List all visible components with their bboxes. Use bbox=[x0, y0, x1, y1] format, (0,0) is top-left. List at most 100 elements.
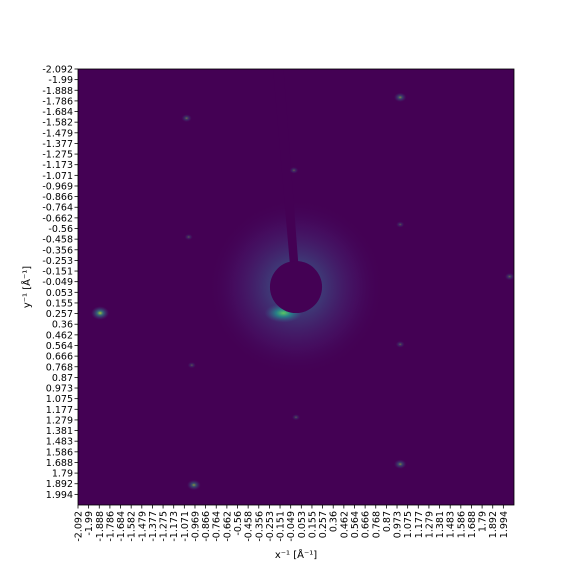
y-tick-label: -0.56 bbox=[48, 224, 73, 235]
y-tick-label: -1.99 bbox=[48, 75, 73, 86]
x-axis-label: x⁻¹ [Å⁻¹] bbox=[275, 548, 317, 561]
diffraction-peak bbox=[394, 93, 406, 102]
y-tick-label: 1.688 bbox=[46, 458, 73, 469]
y-tick-label: -0.458 bbox=[42, 235, 73, 246]
x-tick-label: -1.479 bbox=[137, 511, 148, 542]
y-tick-label: 0.87 bbox=[52, 373, 73, 384]
y-tick-label: -1.173 bbox=[42, 160, 73, 171]
y-tick-label: -1.684 bbox=[42, 107, 73, 118]
y-tick-label: 1.279 bbox=[46, 415, 73, 426]
diffraction-peak bbox=[505, 273, 514, 280]
y-tick-label: 1.381 bbox=[46, 426, 73, 437]
y-tick-label: -0.356 bbox=[42, 245, 73, 256]
x-tick-label: -1.275 bbox=[159, 511, 170, 542]
y-tick-label: 1.483 bbox=[46, 437, 73, 448]
y-tick-label: -1.786 bbox=[42, 96, 73, 107]
y-tick-label: 0.564 bbox=[46, 341, 73, 352]
diffraction-peak bbox=[91, 306, 109, 319]
x-tick-label: 0.564 bbox=[350, 511, 361, 538]
y-tick-label: 0.155 bbox=[46, 298, 73, 309]
x-tick-label: 1.177 bbox=[414, 511, 425, 538]
x-tick-label: 1.79 bbox=[478, 511, 489, 532]
x-tick-label: 0.36 bbox=[329, 511, 340, 532]
x-tick-label: 1.892 bbox=[488, 511, 499, 538]
diffraction-peak bbox=[188, 362, 196, 368]
x-tick-label: 0.462 bbox=[339, 511, 350, 538]
diffraction-peak bbox=[185, 234, 193, 240]
y-tick-label: 0.973 bbox=[46, 384, 73, 395]
diffraction-peak bbox=[181, 114, 191, 122]
y-tick-label: 1.79 bbox=[52, 469, 73, 480]
y-tick-label: -1.888 bbox=[42, 86, 73, 97]
x-tick-label: 1.483 bbox=[446, 511, 457, 538]
diffraction-peak bbox=[290, 167, 299, 174]
x-tick-label: -0.458 bbox=[244, 511, 255, 542]
beamstop-disc bbox=[270, 261, 322, 313]
y-tick-label: 1.075 bbox=[46, 394, 73, 405]
x-tick-label: 0.768 bbox=[371, 511, 382, 538]
y-axis: -2.092-1.99-1.888-1.786-1.684-1.582-1.47… bbox=[42, 65, 78, 501]
y-tick-label: -1.582 bbox=[42, 118, 73, 129]
y-tick-label: -0.764 bbox=[42, 203, 73, 214]
x-tick-label: -1.173 bbox=[169, 511, 180, 542]
x-tick-label: -1.377 bbox=[148, 511, 159, 542]
x-tick-label: -0.253 bbox=[265, 511, 276, 542]
y-tick-label: 1.586 bbox=[46, 447, 73, 458]
y-tick-label: 0.768 bbox=[46, 362, 73, 373]
x-tick-label: -2.092 bbox=[74, 511, 85, 542]
plot-area bbox=[78, 69, 514, 505]
x-tick-label: -0.764 bbox=[212, 511, 223, 542]
y-tick-label: -1.275 bbox=[42, 150, 73, 161]
x-tick-label: -0.969 bbox=[190, 511, 201, 542]
y-tick-label: -0.151 bbox=[42, 267, 73, 278]
y-tick-label: -1.071 bbox=[42, 171, 73, 182]
x-tick-label: -1.99 bbox=[84, 511, 95, 536]
diffraction-peak bbox=[292, 414, 300, 420]
x-tick-label: 1.279 bbox=[424, 511, 435, 538]
x-tick-label: 1.688 bbox=[467, 511, 478, 538]
y-tick-label: 1.177 bbox=[46, 405, 73, 416]
y-tick-label: 1.892 bbox=[46, 479, 73, 490]
diffraction-peak bbox=[187, 480, 201, 490]
x-tick-label: 0.155 bbox=[307, 511, 318, 538]
y-tick-label: 0.36 bbox=[52, 320, 73, 331]
x-tick-label: -0.151 bbox=[276, 511, 287, 542]
x-tick-label: 1.994 bbox=[499, 511, 510, 538]
diffraction-peak bbox=[394, 460, 406, 469]
x-tick-label: -1.582 bbox=[127, 511, 138, 542]
x-tick-label: 0.973 bbox=[393, 511, 404, 538]
y-tick-label: -0.253 bbox=[42, 256, 73, 267]
x-tick-label: -0.049 bbox=[286, 511, 297, 542]
x-tick-label: -1.888 bbox=[95, 511, 106, 542]
x-tick-label: 1.586 bbox=[456, 511, 467, 538]
x-tick-label: 1.381 bbox=[435, 511, 446, 538]
y-tick-label: -0.662 bbox=[42, 213, 73, 224]
x-tick-label: 0.257 bbox=[318, 511, 329, 538]
y-tick-label: 0.257 bbox=[46, 309, 73, 320]
y-tick-label: 0.666 bbox=[46, 352, 73, 363]
y-axis-label: y⁻¹ [Å⁻¹] bbox=[20, 266, 33, 308]
x-tick-label: -0.866 bbox=[201, 511, 212, 542]
diffraction-peak bbox=[396, 221, 404, 227]
x-tick-label: -1.684 bbox=[116, 511, 127, 542]
x-tick-label: -1.071 bbox=[180, 511, 191, 542]
y-tick-label: 1.994 bbox=[46, 490, 73, 501]
x-tick-label: -0.662 bbox=[222, 511, 233, 542]
y-tick-label: -0.866 bbox=[42, 192, 73, 203]
y-tick-label: -0.049 bbox=[42, 277, 73, 288]
x-tick-label: -1.786 bbox=[105, 511, 116, 542]
x-tick-label: -0.56 bbox=[233, 511, 244, 536]
x-tick-label: -0.356 bbox=[254, 511, 265, 542]
x-tick-label: 0.053 bbox=[297, 511, 308, 538]
y-tick-label: 0.462 bbox=[46, 330, 73, 341]
y-tick-label: -2.092 bbox=[42, 65, 73, 76]
y-tick-label: -1.377 bbox=[42, 139, 73, 150]
x-tick-label: 0.666 bbox=[361, 511, 372, 538]
diffraction-peak bbox=[396, 341, 405, 348]
x-tick-label: 1.075 bbox=[403, 511, 414, 538]
y-tick-label: -1.479 bbox=[42, 128, 73, 139]
y-tick-label: -0.969 bbox=[42, 181, 73, 192]
y-tick-label: 0.053 bbox=[46, 288, 73, 299]
x-tick-label: 0.87 bbox=[382, 511, 393, 532]
